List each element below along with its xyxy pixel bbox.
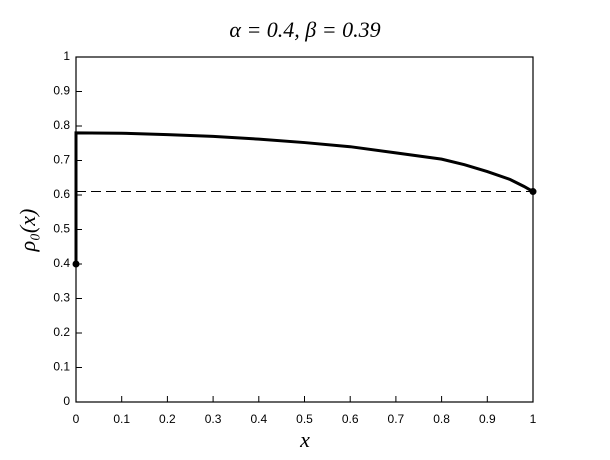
y-tick-label: 0 xyxy=(63,394,70,408)
x-tick-label: 0.3 xyxy=(205,412,222,426)
x-axis-label: x xyxy=(299,427,310,452)
chart-title: α = 0.4, β = 0.39 xyxy=(229,17,380,42)
y-tick-label: 0.8 xyxy=(53,118,70,132)
x-tick-label: 0 xyxy=(73,412,80,426)
x-tick-label: 0.7 xyxy=(388,412,405,426)
x-tick-label: 0.2 xyxy=(159,412,176,426)
plot-frame xyxy=(75,56,534,403)
y-tick-label: 0.9 xyxy=(53,84,70,98)
x-tick-label: 1 xyxy=(530,412,537,426)
y-tick-label: 0.4 xyxy=(53,256,70,270)
x-tick-label: 0.8 xyxy=(433,412,450,426)
data-point xyxy=(72,260,80,268)
y-tick-label: 0.5 xyxy=(53,222,70,236)
y-tick-label: 0.3 xyxy=(53,291,70,305)
y-axis-label: ρ₀(x) xyxy=(15,209,40,253)
x-tick-label: 0.1 xyxy=(113,412,130,426)
x-tick-label: 0.6 xyxy=(342,412,359,426)
x-tick-label: 0.9 xyxy=(479,412,496,426)
y-tick-label: 0.1 xyxy=(53,360,70,374)
x-tick-label: 0.4 xyxy=(250,412,267,426)
data-line xyxy=(74,131,534,264)
data-point xyxy=(529,188,537,196)
y-tick-label: 1 xyxy=(63,49,70,63)
y-tick-label: 0.6 xyxy=(53,187,70,201)
x-tick-label: 0.5 xyxy=(296,412,313,426)
y-tick-label: 0.7 xyxy=(53,153,70,167)
y-tick-label: 0.2 xyxy=(53,325,70,339)
